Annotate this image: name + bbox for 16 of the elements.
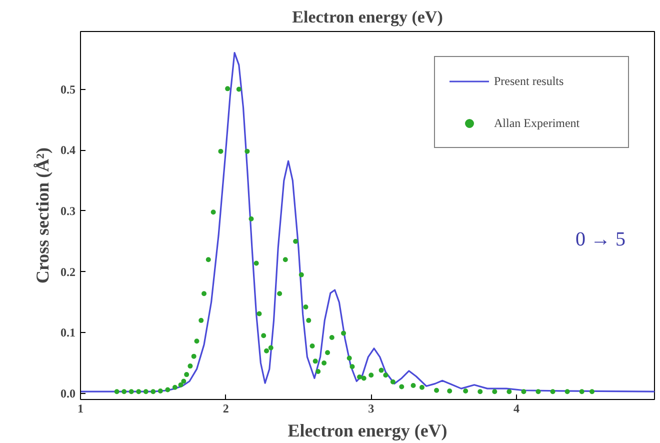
- chart-title: Electron energy (eV): [292, 8, 443, 26]
- y-tick-label: 0.0: [60, 386, 76, 400]
- x-axis-title: Electron energy (eV): [288, 420, 448, 440]
- y-tick-label: 0.4: [60, 143, 76, 158]
- y-tick-label: 0.2: [60, 264, 76, 279]
- annotation: 0 → 5: [576, 228, 626, 250]
- y-axis-title: Cross section (Å²): [32, 147, 52, 284]
- y-tick-label: 0.1: [60, 326, 76, 340]
- x-tick-label: 1: [78, 402, 84, 416]
- x-tick-label: 4: [513, 402, 520, 416]
- y-tick-label: 0.3: [60, 204, 76, 218]
- legend-label: Present results: [494, 74, 565, 88]
- legend-label: Allan Experiment: [494, 116, 581, 130]
- x-tick-label: 3: [368, 402, 374, 416]
- y-tick-label: 0.5: [60, 82, 76, 96]
- x-tick-label: 2: [222, 402, 229, 416]
